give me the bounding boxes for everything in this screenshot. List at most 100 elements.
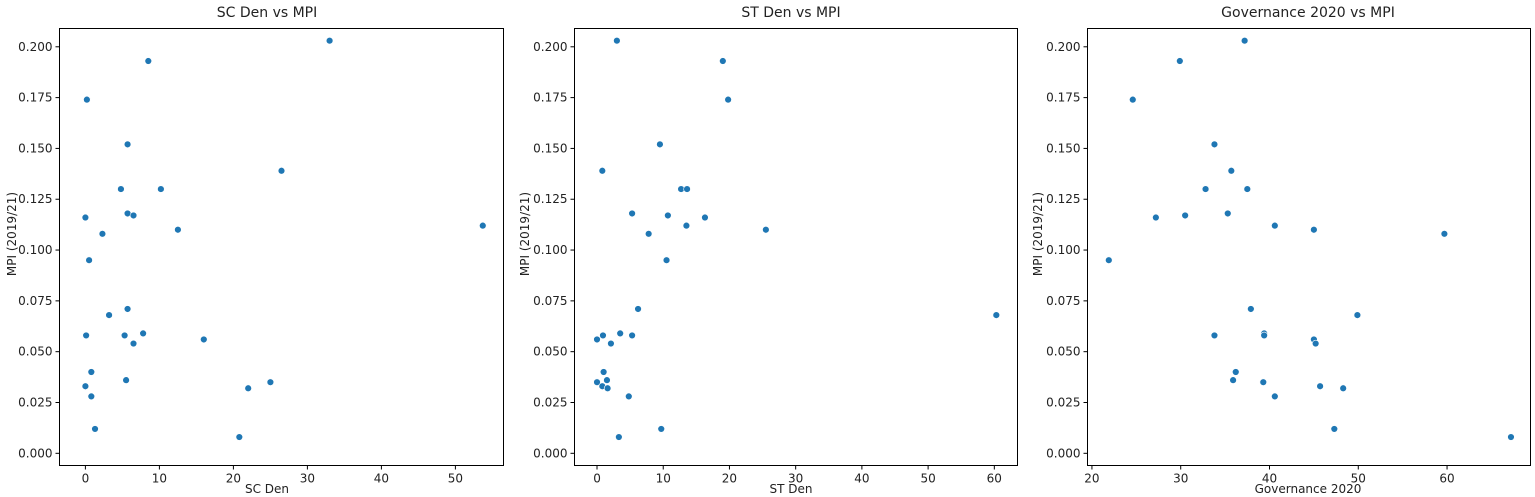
x-axis-label: SC Den: [245, 482, 289, 496]
plot-frame: [59, 28, 504, 466]
scatter-point: [325, 36, 334, 45]
scatter-point: [117, 185, 125, 193]
scatter-point: [992, 311, 1001, 319]
subplot-title: SC Den vs MPI: [217, 5, 318, 21]
y-tick-label: 0.200: [18, 40, 52, 54]
axis-ticks: 20 30 40 50 60 0.000 0.025 0.050 0.075 0.100 0.125…: [1046, 40, 1455, 486]
scatter-point: [615, 433, 623, 441]
scatter-point: [1339, 384, 1347, 392]
x-tick-label: 20: [1084, 472, 1099, 486]
scatter-point: [144, 57, 153, 65]
x-tick-label: 30: [788, 472, 803, 486]
scatter-point: [656, 140, 664, 149]
scatter-point: [724, 95, 732, 104]
scatter-point: [129, 339, 138, 348]
y-tick-label: 0.000: [533, 446, 567, 460]
subplot-title: ST Den vs MPI: [741, 5, 840, 21]
scatter-point: [1232, 368, 1240, 376]
data-points: [593, 36, 1001, 441]
scatter-point: [87, 392, 96, 401]
scatter-point: [1271, 221, 1279, 230]
y-axis-label: MPI (2019/21): [518, 192, 532, 276]
plot-frame: [574, 28, 1018, 466]
scatter-point: [701, 213, 709, 222]
scatter-point: [1330, 425, 1339, 433]
scatter-point: [625, 392, 633, 401]
x-tick-label: 0: [593, 472, 601, 486]
y-tick-label: 0.075: [1046, 294, 1080, 308]
scatter-point: [174, 226, 182, 234]
scatter-point: [123, 305, 132, 313]
scatter-point: [1316, 382, 1324, 390]
scatter-point: [616, 329, 624, 338]
scatter-point: [1224, 209, 1232, 218]
x-tick-label: 60: [1439, 472, 1454, 486]
x-tick-label: 60: [987, 472, 1002, 486]
y-tick-label: 0.125: [1046, 192, 1080, 206]
y-tick-label: 0.175: [533, 91, 567, 105]
scatter-point: [244, 384, 252, 392]
scatter-point: [762, 226, 770, 234]
plot-frame: [1087, 28, 1531, 466]
y-tick-label: 0.175: [18, 91, 52, 105]
y-axis-label: MPI (2019/21): [1031, 192, 1045, 276]
scatter-point: [593, 378, 601, 386]
scatter-point: [122, 376, 130, 384]
data-points: [81, 36, 487, 441]
x-tick-label: 50: [448, 472, 463, 486]
y-tick-label: 0.025: [533, 395, 567, 409]
scatter-point: [1227, 167, 1236, 175]
scatter-point: [81, 382, 90, 390]
scatter-point: [719, 57, 727, 65]
y-tick-label: 0.050: [18, 345, 52, 359]
subplot-st-den: ST Den vs MPI ST Den MPI (2019/21) 0 10 20…: [518, 5, 1018, 496]
x-tick-label: 50: [1351, 472, 1366, 486]
y-tick-label: 0.100: [1046, 243, 1080, 257]
x-tick-label: 30: [300, 472, 315, 486]
scatter-point: [91, 425, 99, 433]
scatter-point: [1440, 230, 1449, 238]
x-tick-label: 50: [920, 472, 935, 486]
scatter-point: [599, 331, 607, 340]
scatter-point: [479, 221, 487, 230]
scatter-point: [87, 368, 96, 376]
data-points: [1105, 36, 1515, 441]
scatter-point: [1271, 392, 1279, 401]
scatter-point: [235, 433, 244, 441]
scatter-point: [607, 339, 615, 348]
axis-ticks: 0 10 20 30 40 50 0.000 0.025 0.050 0.075 0.100 0.12…: [18, 40, 463, 486]
scatter-point: [1260, 331, 1268, 340]
scatter-point: [1176, 57, 1184, 65]
scatter-point: [628, 209, 636, 218]
y-tick-label: 0.000: [1046, 446, 1080, 460]
scatter-point: [603, 384, 612, 392]
y-tick-label: 0.100: [533, 243, 567, 257]
y-axis-label: MPI (2019/21): [5, 192, 19, 276]
y-tick-label: 0.150: [533, 141, 567, 155]
scatter-point: [83, 95, 91, 104]
y-tick-label: 0.150: [18, 141, 52, 155]
x-axis-label: Governance 2020: [1255, 482, 1362, 496]
scatter-point: [1210, 331, 1219, 340]
scatter-point: [277, 167, 286, 175]
scatter-point: [1259, 378, 1267, 386]
scatter-point: [1201, 185, 1210, 193]
scatter-point: [1229, 376, 1237, 384]
scatter-point: [613, 36, 621, 45]
scatter-point: [139, 329, 147, 338]
scatter-point: [1181, 211, 1189, 220]
y-tick-label: 0.050: [533, 345, 567, 359]
y-tick-label: 0.125: [18, 192, 52, 206]
scatter-point: [683, 185, 691, 193]
scatter-point: [85, 256, 93, 264]
subplot-title: Governance 2020 vs MPI: [1221, 5, 1395, 21]
x-tick-label: 40: [854, 472, 869, 486]
x-tick-label: 40: [374, 472, 389, 486]
scatter-point: [266, 378, 275, 386]
y-tick-label: 0.025: [18, 395, 52, 409]
scatter-point: [644, 230, 653, 238]
scatter-point: [1105, 256, 1113, 264]
x-tick-label: 10: [656, 472, 671, 486]
scatter-point: [598, 167, 607, 175]
